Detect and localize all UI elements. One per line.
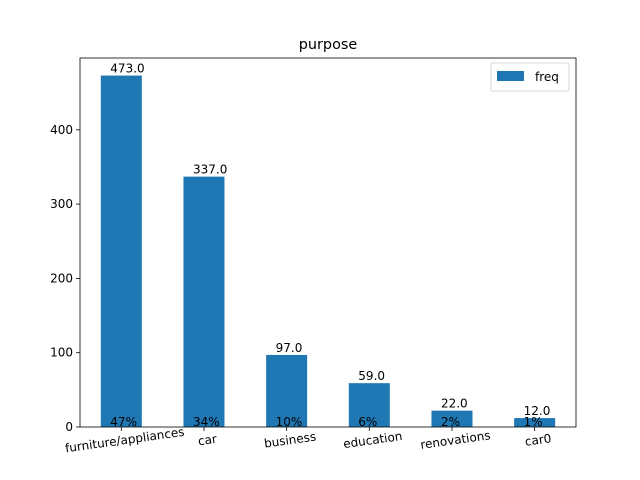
bar <box>348 383 390 427</box>
y-tick-label: 200 <box>50 271 73 285</box>
bar-percent-label: 2% <box>441 415 460 429</box>
bar-value-label: 97.0 <box>276 341 303 355</box>
x-tick-label: business <box>263 429 317 450</box>
bar <box>183 176 225 427</box>
bar <box>100 75 142 428</box>
x-tick-label: car <box>197 432 218 449</box>
bar-value-label: 22.0 <box>441 397 468 411</box>
chart-title: purpose <box>299 37 358 53</box>
bar-value-label: 59.0 <box>358 369 385 383</box>
bars-group <box>100 75 556 428</box>
bar-percent-label: 47% <box>110 415 137 429</box>
y-tick-label: 100 <box>50 346 73 360</box>
legend-swatch <box>497 71 524 81</box>
bar-value-label: 337.0 <box>193 163 227 177</box>
y-tick-label: 400 <box>50 123 73 137</box>
bar-value-label: 12.0 <box>524 404 551 418</box>
y-tick-label: 0 <box>65 420 73 434</box>
x-axis: furniture/appliances car business education… <box>64 425 552 456</box>
x-tick-label: renovations <box>419 428 491 452</box>
legend-label: freq <box>535 70 559 84</box>
bar-value-label: 473.0 <box>110 62 144 76</box>
bar <box>431 410 473 427</box>
bar-percent-label: 10% <box>276 415 303 429</box>
legend: freq <box>490 62 570 92</box>
plot-frame <box>79 57 577 428</box>
bar-percent-label: 1% <box>524 415 543 429</box>
x-tick-label: car0 <box>524 431 552 449</box>
percent-labels-group: 47% 34% 10% 6% 2% 1% <box>110 415 542 429</box>
bar-percent-label: 6% <box>358 415 377 429</box>
bar <box>266 354 308 427</box>
x-tick-label: education <box>342 429 403 451</box>
bar <box>514 418 556 427</box>
y-tick-label: 300 <box>50 197 73 211</box>
legend-box <box>490 62 570 92</box>
y-axis: 0 100 200 300 400 <box>50 123 80 434</box>
x-tick-label: furniture/appliances <box>64 425 185 456</box>
value-labels-group: 473.0 337.0 97.0 59.0 22.0 12.0 <box>110 62 550 419</box>
bar-percent-label: 34% <box>193 415 220 429</box>
